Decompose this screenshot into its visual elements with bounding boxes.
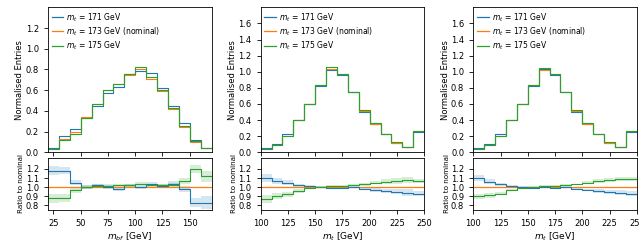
Y-axis label: Ratio to nominal: Ratio to nominal (231, 154, 237, 214)
X-axis label: $m_t$ [GeV]: $m_t$ [GeV] (322, 231, 363, 243)
Y-axis label: Ratio to nominal: Ratio to nominal (444, 154, 449, 214)
X-axis label: $m_{bf}$ [GeV]: $m_{bf}$ [GeV] (108, 231, 152, 243)
Y-axis label: Normalised Entries: Normalised Entries (228, 40, 237, 120)
X-axis label: $m_t$ [GeV]: $m_t$ [GeV] (534, 231, 575, 243)
Legend: $m_t$ = 171 GeV, $m_t$ = 173 GeV (nominal), $m_t$ = 175 GeV: $m_t$ = 171 GeV, $m_t$ = 173 GeV (nomina… (51, 10, 162, 53)
Y-axis label: Normalised Entries: Normalised Entries (440, 40, 449, 120)
Y-axis label: Ratio to nominal: Ratio to nominal (19, 154, 24, 214)
Legend: $m_t$ = 171 GeV, $m_t$ = 173 GeV (nominal), $m_t$ = 175 GeV: $m_t$ = 171 GeV, $m_t$ = 173 GeV (nomina… (476, 10, 588, 53)
Legend: $m_t$ = 171 GeV, $m_t$ = 173 GeV (nominal), $m_t$ = 175 GeV: $m_t$ = 171 GeV, $m_t$ = 173 GeV (nomina… (263, 10, 374, 53)
Y-axis label: Normalised Entries: Normalised Entries (15, 40, 24, 120)
